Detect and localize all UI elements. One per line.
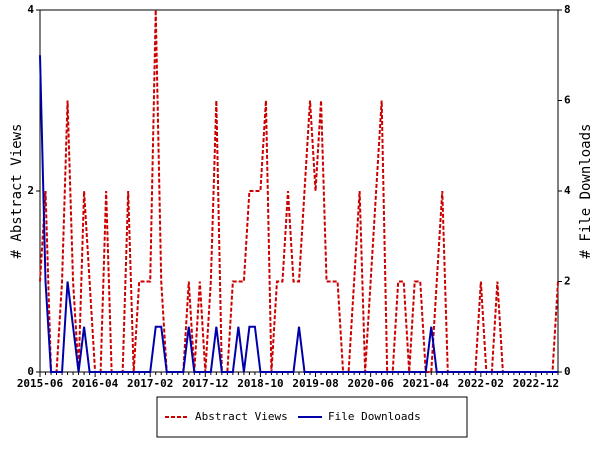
legend-label: File Downloads xyxy=(328,410,421,423)
x-tick-label: 2015-06 xyxy=(17,377,64,390)
y2-tick-label: 0 xyxy=(564,365,571,378)
plot-frame xyxy=(39,9,559,373)
x-tick-label: 2017-12 xyxy=(182,377,228,390)
x-tick-label: 2016-04 xyxy=(72,377,119,390)
y-tick-label: 0 xyxy=(27,365,34,378)
y2-tick-label: 8 xyxy=(564,3,571,16)
y2-tick-label: 2 xyxy=(564,275,571,288)
x-tick-label: 2022-12 xyxy=(513,377,559,390)
x-tick-label: 2017-02 xyxy=(127,377,173,390)
x-tick-label: 2021-04 xyxy=(403,377,450,390)
y-tick-label: 2 xyxy=(27,184,34,197)
x-tick-label: 2019-08 xyxy=(292,377,338,390)
x-tick-label: 2018-10 xyxy=(237,377,283,390)
x-tick-label: 2022-02 xyxy=(458,377,504,390)
y2-axis-label: # File Downloads xyxy=(578,124,594,259)
x-tick-label: 2020-06 xyxy=(347,377,394,390)
y2-tick-label: 4 xyxy=(564,184,571,197)
y2-tick-label: 6 xyxy=(564,94,571,107)
series-line xyxy=(39,9,559,373)
legend-label: Abstract Views xyxy=(195,410,288,423)
series-line xyxy=(39,55,558,373)
y-axis-label: # Abstract Views xyxy=(9,124,25,259)
y-tick-label: 4 xyxy=(27,3,34,16)
